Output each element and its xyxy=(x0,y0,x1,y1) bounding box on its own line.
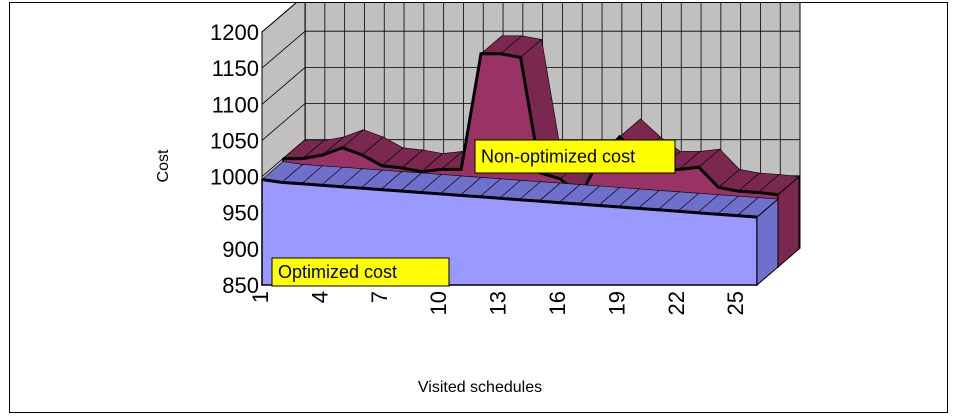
optimized-line xyxy=(261,178,758,219)
annotation-label: Non-optimized cost xyxy=(474,139,676,174)
gridline-y xyxy=(261,3,297,33)
annotation-box xyxy=(271,257,450,287)
x-tick-label: 10 xyxy=(426,291,451,315)
annotations: Non-optimized cost Optimized cost xyxy=(271,139,676,287)
x-tick-label: 19 xyxy=(604,291,629,315)
y-tick-label: 950 xyxy=(222,201,259,226)
x-axis-label: Visited schedules xyxy=(418,379,542,396)
chart-frame: 850 900 950 1000 1050 1100 1150 1200 1 4 7 10 13 16 1… xyxy=(9,2,948,413)
y-tick-label: 850 xyxy=(222,273,259,298)
x-tick-label: 16 xyxy=(545,291,570,315)
y-tick-label: 1150 xyxy=(212,56,259,81)
y-axis-label: Cost xyxy=(155,149,172,182)
x-tick-label: 1 xyxy=(248,291,273,303)
y-tick-label: 900 xyxy=(222,237,259,262)
y-tick-label: 1100 xyxy=(212,92,259,117)
annotation-label: Optimized cost xyxy=(271,257,450,287)
y-tick-label: 1050 xyxy=(210,128,259,153)
x-tick-label: 7 xyxy=(367,291,392,303)
non-optimized-line xyxy=(283,52,779,199)
optimized-end-face xyxy=(756,198,779,287)
annotation-text: Optimized cost xyxy=(278,262,397,282)
y-tick-labels: 850 900 950 1000 1050 1100 1150 1200 xyxy=(210,20,259,298)
x-tick-label: 22 xyxy=(664,291,689,315)
x-tick-labels: 1 4 7 10 13 16 19 22 25 xyxy=(248,291,748,315)
x-tick-label: 25 xyxy=(723,291,748,315)
x-tick-label: 13 xyxy=(486,291,511,315)
x-tick-label: 4 xyxy=(307,291,332,303)
y-tick-label: 1000 xyxy=(210,165,259,190)
annotation-box xyxy=(474,139,676,174)
y-tick-label: 1200 xyxy=(210,20,259,45)
annotation-text: Non-optimized cost xyxy=(481,147,635,167)
